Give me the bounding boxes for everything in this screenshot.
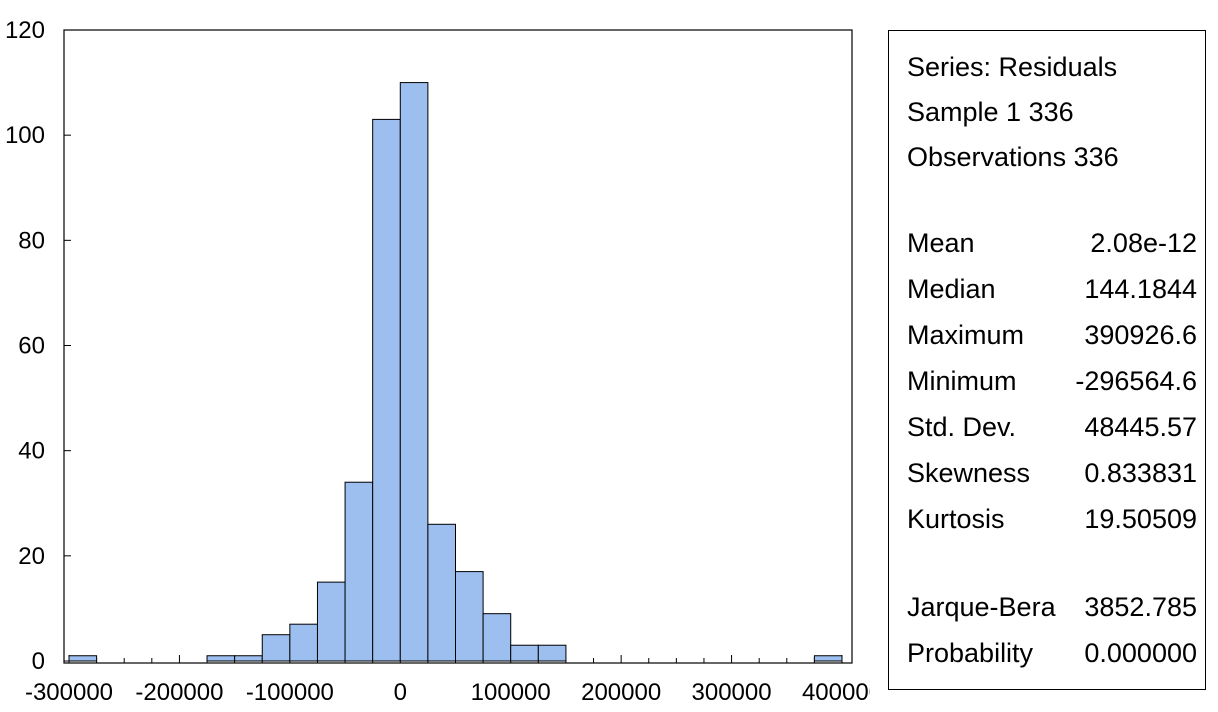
stat-label: Median xyxy=(907,274,996,304)
histogram-bar xyxy=(289,623,318,662)
stat-row-std-dev: Std. Dev. 48445.57 xyxy=(907,412,1197,452)
statistics-panel: Series: Residuals Sample 1 336 Observati… xyxy=(888,30,1206,690)
y-tick-label: 0 xyxy=(32,648,45,675)
histogram-bar xyxy=(316,581,346,662)
plot-frame xyxy=(63,29,853,664)
stat-row-skewness: Skewness 0.833831 xyxy=(907,458,1197,498)
stat-row-minimum: Minimum -296564.6 xyxy=(907,366,1197,406)
histogram-bar xyxy=(482,613,512,662)
sample-range: Sample 1 336 xyxy=(907,97,1074,127)
x-tick-label: 300000 xyxy=(692,679,772,706)
histogram-bar xyxy=(427,523,456,662)
histogram-bar xyxy=(455,571,484,662)
stat-row-median: Median 144.1844 xyxy=(907,274,1197,314)
observations-count: Observations 336 xyxy=(907,142,1119,172)
histogram-bar xyxy=(372,118,401,662)
stat-value: 48445.57 xyxy=(1084,412,1197,442)
series-name: Series: Residuals xyxy=(907,52,1118,82)
stat-value: 0.000000 xyxy=(1084,638,1197,668)
stat-label: Std. Dev. xyxy=(907,412,1017,442)
stat-row-jarque-bera: Jarque-Bera 3852.785 xyxy=(907,592,1197,632)
x-tick-label: 200000 xyxy=(581,679,661,706)
histogram-bar xyxy=(537,644,567,662)
stat-value: 0.833831 xyxy=(1084,458,1197,488)
histogram-chart: 0 20 40 60 80 100 120 -300000 -200000 -100000 0 10… xyxy=(5,17,870,706)
y-tick-label: 120 xyxy=(5,17,45,44)
x-tick-label: -200000 xyxy=(135,679,223,706)
histogram-bar xyxy=(206,655,236,662)
x-axis: -300000 -200000 -100000 0 100000 200000 300000… xyxy=(25,655,870,706)
x-tick-label: -300000 xyxy=(25,679,113,706)
stat-label: Mean xyxy=(907,228,975,258)
stat-label: Kurtosis xyxy=(907,504,1005,534)
histogram-bar xyxy=(344,481,374,662)
stat-value: 3852.785 xyxy=(1084,592,1197,622)
histogram-bars xyxy=(68,82,843,662)
stat-value: 144.1844 xyxy=(1084,274,1197,304)
stat-row-probability: Probability 0.000000 xyxy=(907,638,1197,678)
x-tick-label: -100000 xyxy=(246,679,334,706)
histogram-bar xyxy=(510,644,539,662)
histogram-bar xyxy=(813,655,843,662)
stat-value: 2.08e-12 xyxy=(1090,228,1197,258)
x-tick-label: 400000 xyxy=(802,679,870,706)
histogram-bar xyxy=(234,655,263,662)
stat-row-maximum: Maximum 390926.6 xyxy=(907,320,1197,360)
stat-label: Skewness xyxy=(907,458,1031,488)
stat-row-mean: Mean 2.08e-12 xyxy=(907,228,1197,268)
x-tick-label: 100000 xyxy=(471,679,551,706)
y-tick-label: 100 xyxy=(5,122,45,149)
y-axis: 0 20 40 60 80 100 120 xyxy=(5,17,71,675)
stat-label: Maximum xyxy=(907,320,1025,350)
stats-header: Series: Residuals Sample 1 336 Observati… xyxy=(907,45,1119,180)
histogram-bar xyxy=(399,82,429,662)
stat-label: Minimum xyxy=(907,366,1017,396)
stat-row-kurtosis: Kurtosis 19.50509 xyxy=(907,504,1197,544)
y-tick-label: 40 xyxy=(18,438,45,465)
x-tick-label: 0 xyxy=(394,679,407,706)
stat-value: -296564.6 xyxy=(1075,366,1197,396)
y-tick-label: 60 xyxy=(18,333,45,360)
histogram-bar xyxy=(261,634,291,662)
stat-value: 390926.6 xyxy=(1084,320,1197,350)
stat-value: 19.50509 xyxy=(1084,504,1197,534)
histogram-bar xyxy=(68,655,98,662)
y-tick-label: 20 xyxy=(18,543,45,570)
stat-label: Probability xyxy=(907,638,1034,668)
y-tick-label: 80 xyxy=(18,227,45,254)
stat-label: Jarque-Bera xyxy=(907,592,1056,622)
